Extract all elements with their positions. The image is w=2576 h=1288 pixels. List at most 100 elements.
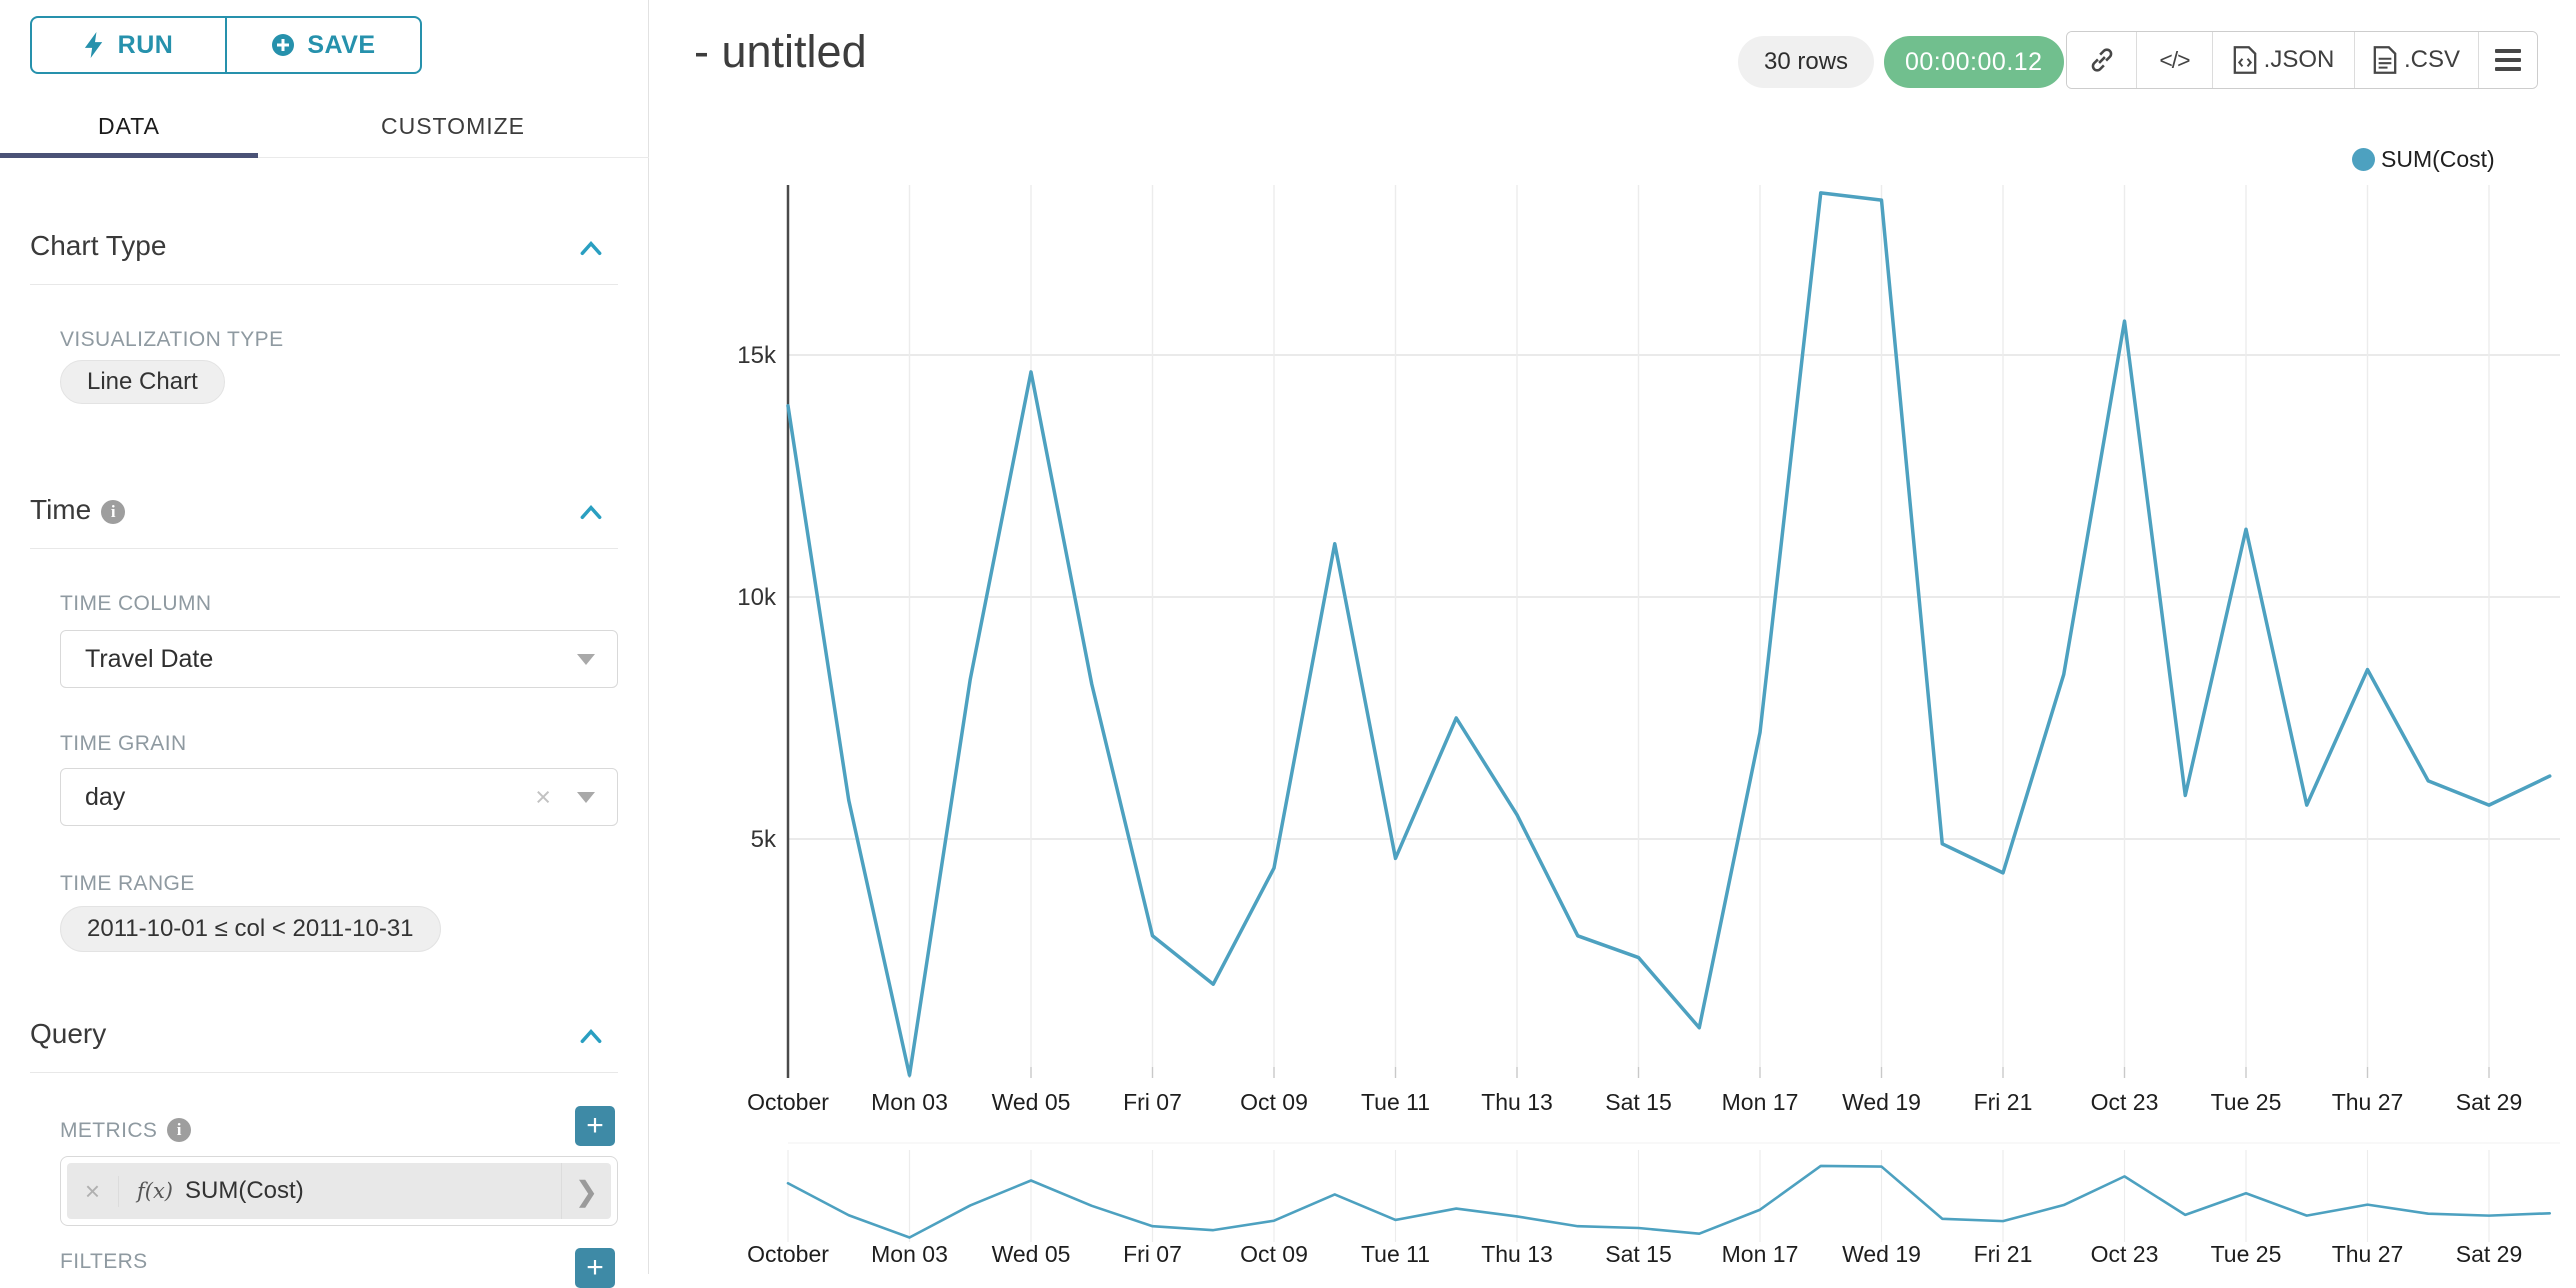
svg-text:Mon 03: Mon 03 (871, 1241, 948, 1267)
svg-text:Sat 15: Sat 15 (1605, 1241, 1672, 1267)
remove-metric-icon[interactable]: × (67, 1175, 119, 1207)
time-column-select[interactable]: Travel Date (60, 630, 618, 688)
export-toolbar: </> .JSON .CSV (2066, 31, 2538, 89)
svg-text:Tue 25: Tue 25 (2211, 1241, 2282, 1267)
svg-text:Oct 23: Oct 23 (2091, 1089, 2159, 1115)
svg-text:Mon 03: Mon 03 (871, 1089, 948, 1115)
chevron-up-icon[interactable] (578, 1024, 604, 1050)
viz-type-value: Line Chart (87, 368, 198, 395)
time-range-pill[interactable]: 2011-10-01 ≤ col < 2011-10-31 (60, 906, 441, 952)
short-link-button[interactable] (2067, 32, 2136, 88)
export-json-label: .JSON (2263, 46, 2335, 73)
svg-text:10k: 10k (737, 584, 777, 611)
svg-text:15k: 15k (737, 342, 777, 369)
tab-data[interactable]: DATA (98, 112, 160, 139)
metrics-control: × f(x) SUM(Cost) ❯ (60, 1156, 618, 1226)
tab-customize[interactable]: CUSTOMIZE (380, 112, 526, 139)
hamburger-icon (2495, 49, 2521, 71)
time-title-text: Time (30, 494, 92, 525)
query-duration-badge: 00:00:00.12 (1884, 36, 2064, 88)
panel-tabs: DATA CUSTOMIZE (0, 94, 649, 158)
svg-text:Fri 21: Fri 21 (1974, 1241, 2033, 1267)
add-metric-button[interactable]: + (575, 1106, 615, 1146)
svg-text:Fri 21: Fri 21 (1974, 1089, 2033, 1115)
embed-code-button[interactable]: </> (2136, 32, 2212, 88)
time-column-value: Travel Date (85, 644, 214, 673)
svg-text:Fri 07: Fri 07 (1123, 1089, 1182, 1115)
run-button[interactable]: RUN (30, 16, 227, 74)
svg-text:Oct 09: Oct 09 (1240, 1241, 1308, 1267)
time-range-value: 2011-10-01 ≤ col < 2011-10-31 (87, 915, 414, 942)
time-grain-label: TIME GRAIN (60, 732, 187, 755)
chevron-up-icon[interactable] (578, 500, 604, 526)
clear-icon[interactable]: × (535, 781, 551, 812)
svg-text:Thu 27: Thu 27 (2332, 1089, 2404, 1115)
export-csv-button[interactable]: .CSV (2354, 32, 2478, 88)
svg-text:Mon 17: Mon 17 (1722, 1241, 1799, 1267)
viz-type-pill[interactable]: Line Chart (60, 360, 225, 404)
svg-text:Wed 05: Wed 05 (992, 1241, 1071, 1267)
divider (30, 548, 618, 549)
svg-text:October: October (747, 1089, 829, 1115)
svg-text:Wed 19: Wed 19 (1842, 1089, 1921, 1115)
save-button[interactable]: SAVE (225, 16, 422, 74)
fx-icon: f(x) (137, 1179, 174, 1203)
preview-mini-chart[interactable]: October Mon 03 Wed 05 Fri 07 Oct 09 Tue 11 Thu… (747, 1142, 2560, 1267)
link-icon (2091, 48, 2112, 72)
caret-down-icon (577, 653, 595, 665)
divider (30, 284, 618, 285)
svg-text:Sat 15: Sat 15 (1605, 1089, 1672, 1115)
metric-pill[interactable]: × f(x) SUM(Cost) ❯ (67, 1163, 611, 1219)
time-range-label: TIME RANGE (60, 872, 195, 895)
plus-circle-icon (272, 34, 295, 56)
control-panel-sidebar: RUN SAVE DATA CUSTOMIZE Chart Type VISUA… (0, 0, 649, 1288)
svg-text:Mon 17: Mon 17 (1722, 1089, 1799, 1115)
info-icon[interactable]: i (167, 1118, 192, 1142)
chevron-up-icon[interactable] (578, 236, 604, 262)
chart-gridlines (787, 185, 2560, 1078)
metric-name: SUM(Cost) (185, 1177, 304, 1204)
page-title[interactable]: - untitled (694, 26, 867, 77)
caret-down-icon (577, 791, 595, 803)
filters-label: FILTERS (60, 1250, 148, 1273)
time-grain-select[interactable]: day × (60, 768, 618, 826)
svg-text:Oct 23: Oct 23 (2091, 1241, 2159, 1267)
svg-text:October: October (747, 1241, 829, 1267)
export-json-button[interactable]: .JSON (2212, 32, 2354, 88)
chart-menu-button[interactable] (2478, 32, 2537, 88)
active-tab-underline (0, 153, 258, 158)
run-button-label: RUN (117, 30, 174, 59)
add-filter-button[interactable]: + (575, 1248, 615, 1288)
run-save-button-group: RUN SAVE (30, 16, 422, 74)
bolt-icon (84, 32, 102, 58)
svg-text:Thu 13: Thu 13 (1481, 1241, 1553, 1267)
legend-dot (2352, 148, 2375, 171)
svg-text:Tue 11: Tue 11 (1361, 1089, 1430, 1115)
rows-badge: 30 rows (1738, 36, 1875, 88)
legend-label: SUM(Cost) (2381, 146, 2495, 172)
svg-text:Sat 29: Sat 29 (2456, 1241, 2523, 1267)
time-column-label: TIME COLUMN (60, 592, 212, 615)
code-icon: </> (2159, 46, 2190, 73)
legend[interactable]: SUM(Cost) (2352, 146, 2495, 173)
main-line-chart[interactable] (786, 191, 2552, 1077)
line-chart-canvas[interactable]: 5k 10k 15k October Mon 03 Wed 05 Fri 07 Oct 09 T… (656, 0, 2576, 1274)
svg-text:Wed 05: Wed 05 (992, 1089, 1071, 1115)
svg-text:Thu 13: Thu 13 (1481, 1089, 1553, 1115)
file-code-icon (2233, 46, 2256, 74)
file-icon (2373, 46, 2397, 74)
chevron-right-icon[interactable]: ❯ (561, 1163, 611, 1219)
svg-text:Tue 25: Tue 25 (2211, 1089, 2282, 1115)
svg-text:Oct 09: Oct 09 (1240, 1089, 1308, 1115)
save-button-label: SAVE (307, 30, 376, 59)
section-title-query: Query (30, 1018, 107, 1049)
svg-text:Sat 29: Sat 29 (2456, 1089, 2523, 1115)
svg-text:Fri 07: Fri 07 (1123, 1241, 1182, 1267)
info-icon[interactable]: i (101, 500, 126, 524)
svg-text:Tue 11: Tue 11 (1361, 1241, 1430, 1267)
svg-text:Wed 19: Wed 19 (1842, 1241, 1921, 1267)
viz-type-label: VISUALIZATION TYPE (60, 328, 284, 351)
section-title-time: Time i (30, 494, 126, 526)
section-title-chart-type: Chart Type (30, 230, 167, 261)
time-grain-value: day (85, 782, 126, 811)
